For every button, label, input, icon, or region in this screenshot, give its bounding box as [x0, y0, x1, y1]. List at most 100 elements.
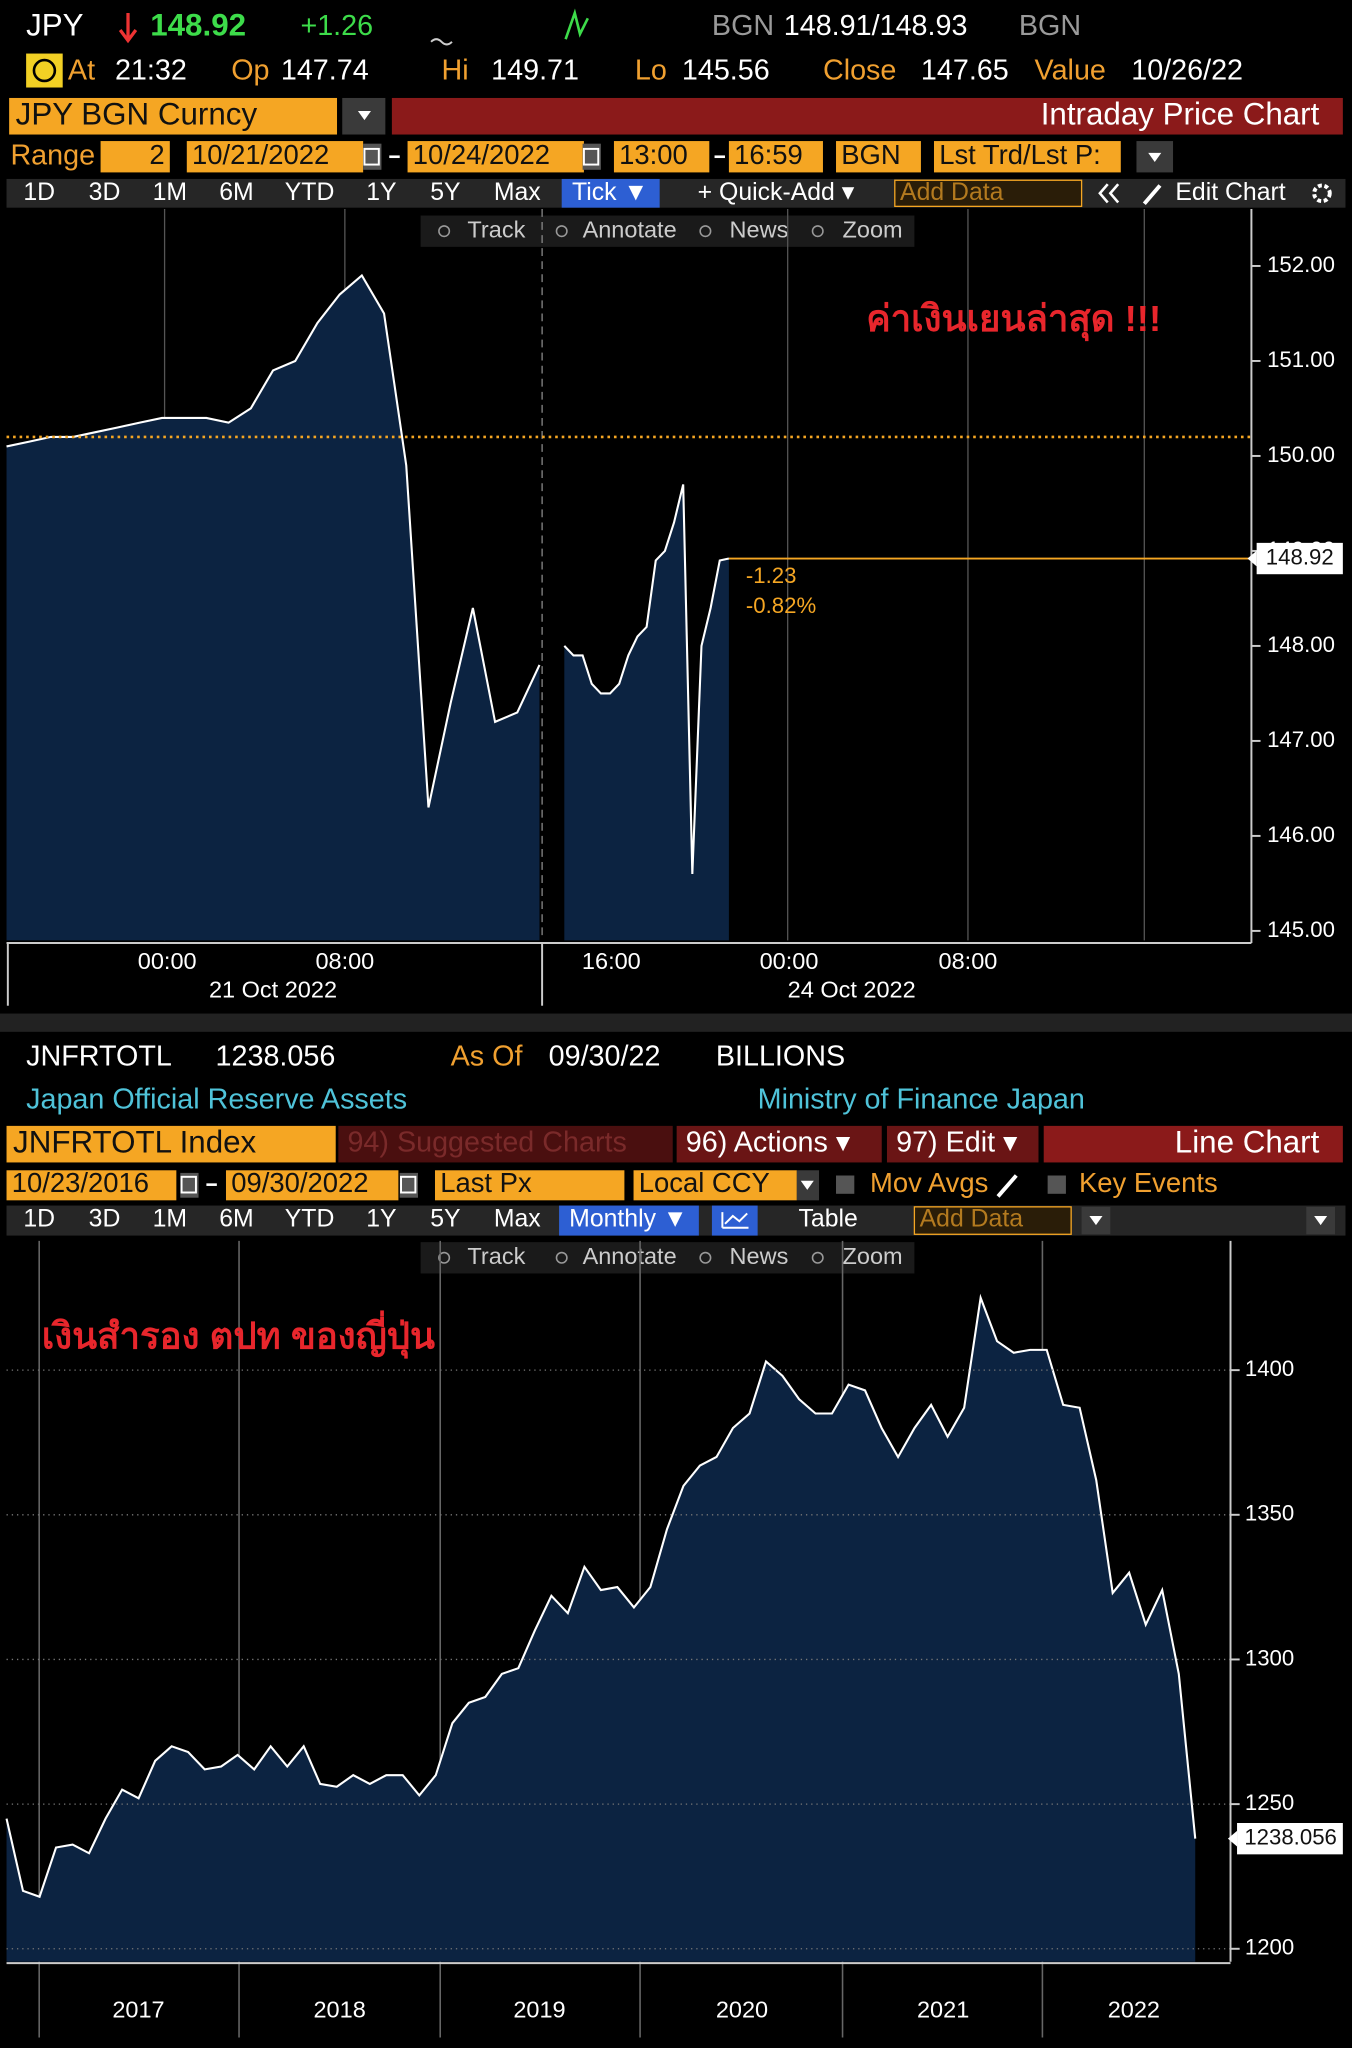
interval-button[interactable]	[559, 1205, 699, 1236]
checkbox[interactable]	[1047, 1175, 1066, 1194]
label: +1.26	[300, 10, 373, 42]
period-button[interactable]: 3D	[89, 1205, 121, 1232]
input-box[interactable]	[613, 141, 710, 173]
period-button[interactable]: 1D	[23, 179, 55, 206]
label: 16:59	[734, 139, 803, 170]
label[interactable]: Monthly ▼	[569, 1205, 687, 1232]
label[interactable]: 94) Suggested Charts	[347, 1127, 626, 1159]
tool-button[interactable]: Track	[467, 1243, 525, 1269]
label: 13:00	[619, 139, 688, 170]
period-button[interactable]: 3D	[89, 179, 121, 206]
label: 09/30/22	[549, 1041, 661, 1073]
label[interactable]: + Quick-Add ▾	[698, 179, 855, 206]
label: Local CCY	[639, 1167, 770, 1198]
label: Close	[823, 54, 896, 86]
period-button[interactable]: 1Y	[366, 1205, 396, 1232]
tool-button[interactable]: Zoom	[843, 1243, 903, 1269]
calendar-icon	[363, 147, 380, 166]
spark-icon	[564, 8, 589, 40]
add-data-box[interactable]	[914, 1206, 1072, 1235]
label: 10/26/22	[1131, 54, 1243, 86]
label[interactable]: Table	[799, 1205, 858, 1232]
period-button[interactable]: 1M	[153, 179, 187, 206]
input-box[interactable]	[6, 1170, 177, 1201]
period-button[interactable]: 1D	[23, 1205, 55, 1232]
y-tick-label: 146.00	[1267, 822, 1335, 847]
period-button[interactable]: 5Y	[430, 1205, 460, 1232]
input-box[interactable]	[633, 1170, 797, 1201]
gear-icon	[1312, 183, 1332, 204]
label: 1238.056	[216, 1041, 336, 1073]
last-price-tag-point	[1227, 1830, 1238, 1847]
input-box[interactable]	[434, 1170, 625, 1201]
pencil-icon	[996, 1174, 1018, 1198]
label: 147.65	[921, 54, 1009, 86]
label[interactable]: JPY BGN Curncy	[16, 97, 258, 132]
menu-button[interactable]	[886, 1125, 1039, 1163]
input-box[interactable]	[728, 141, 823, 173]
period-button[interactable]: 6M	[219, 179, 253, 206]
label: 10/21/2022	[192, 139, 329, 170]
label: Last Px	[440, 1167, 532, 1198]
label: 10/24/2022	[413, 139, 550, 170]
tool-button[interactable]: Track	[467, 216, 525, 242]
label: As Of	[451, 1041, 524, 1073]
input-box[interactable]	[933, 141, 1121, 173]
tool-icon	[555, 225, 568, 238]
x-tick-label: 2021	[917, 1997, 969, 2023]
input-box[interactable]	[836, 141, 921, 173]
menu-button[interactable]	[676, 1125, 882, 1163]
tool-icon	[438, 1251, 451, 1264]
label[interactable]: Mov Avgs	[870, 1167, 988, 1198]
period-button[interactable]: 1Y	[366, 179, 396, 206]
label: Japan Official Reserve Assets	[26, 1084, 407, 1116]
input-box[interactable]	[225, 1170, 399, 1201]
label: Lst Trd/Lst P:	[939, 139, 1101, 170]
input-box[interactable]	[407, 141, 584, 173]
menu-button[interactable]	[338, 1125, 673, 1163]
chart-type-button[interactable]	[711, 1205, 758, 1236]
add-data-box[interactable]	[894, 180, 1082, 207]
period-button[interactable]: 5Y	[430, 179, 460, 206]
date-label: 24 Oct 2022	[788, 977, 916, 1003]
period-button[interactable]: 6M	[219, 1205, 253, 1232]
input-box[interactable]	[186, 141, 364, 173]
label[interactable]: Add Data	[920, 1205, 1024, 1232]
label: JPY	[26, 8, 84, 43]
period-button[interactable]: YTD	[285, 179, 335, 206]
area	[6, 275, 540, 941]
period-button[interactable]: 1M	[153, 1205, 187, 1232]
label[interactable]: Tick ▼	[572, 179, 648, 206]
security-box	[9, 97, 338, 135]
label: 149.71	[491, 54, 579, 86]
x-tick-label: 2017	[112, 1997, 164, 2023]
label: -1.23	[746, 563, 797, 588]
y-tick-label: 1250	[1245, 1790, 1294, 1815]
label[interactable]: 96) Actions ▾	[686, 1127, 851, 1159]
period-button[interactable]: Max	[494, 179, 541, 206]
title-bar	[391, 97, 1343, 135]
label[interactable]: Key Events	[1079, 1167, 1218, 1198]
tool-button[interactable]: News	[730, 1243, 789, 1269]
pencil-icon	[1142, 184, 1162, 206]
y-tick-label: 1400	[1245, 1356, 1294, 1381]
interval-button[interactable]	[561, 178, 660, 208]
label[interactable]: Edit Chart	[1175, 179, 1285, 206]
period-button[interactable]: Max	[494, 1205, 541, 1232]
tool-button[interactable]: Annotate	[583, 216, 677, 242]
label[interactable]: Add Data	[900, 179, 1004, 206]
period-button[interactable]: YTD	[285, 1205, 335, 1232]
y-tick-label: 150.00	[1267, 442, 1335, 467]
x-tick-label: 2018	[313, 1997, 365, 2023]
label[interactable]: 97) Edit ▾	[896, 1127, 1018, 1159]
checkbox[interactable]	[836, 1175, 855, 1194]
status-icon-dial	[32, 58, 57, 83]
tool-button[interactable]: Annotate	[583, 1243, 677, 1269]
tool-button[interactable]: Zoom	[843, 216, 903, 242]
label[interactable]: JNFRTOTL Index	[13, 1124, 257, 1159]
label: 147.74	[281, 54, 369, 86]
last-price-tag	[1237, 1823, 1343, 1855]
tool-button[interactable]: News	[730, 216, 789, 242]
input-box[interactable]	[100, 141, 170, 173]
